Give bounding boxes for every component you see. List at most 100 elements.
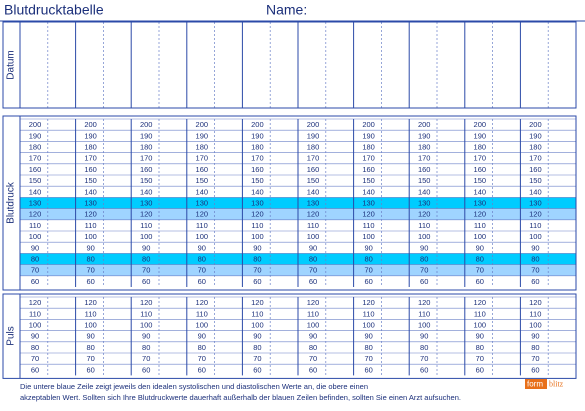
cell-value: 70: [420, 266, 428, 275]
cell-value: 160: [251, 165, 264, 174]
cell-value: 160: [529, 165, 542, 174]
cell-value: 120: [474, 298, 487, 307]
cell-value: 150: [196, 176, 209, 185]
cell-value: 140: [474, 187, 487, 196]
cell-value: 110: [251, 221, 263, 230]
cell-value: 150: [140, 176, 153, 185]
cell-value: 100: [474, 320, 487, 329]
cell-value: 130: [29, 198, 42, 207]
cell-value: 110: [140, 221, 152, 230]
cell-value: 90: [253, 332, 261, 341]
cell-value: 190: [84, 131, 97, 140]
cell-value: 140: [140, 187, 153, 196]
cell-value: 120: [251, 210, 264, 219]
cell-value: 180: [418, 142, 431, 151]
cell-value: 160: [418, 165, 431, 174]
cell-value: 80: [309, 254, 317, 263]
cell-value: 90: [476, 243, 484, 252]
cell-value: 100: [140, 320, 153, 329]
cell-value: 80: [142, 254, 150, 263]
cell-value: 80: [364, 343, 372, 352]
cell-value: 90: [86, 243, 94, 252]
cell-value: 110: [85, 309, 97, 318]
cell-value: 100: [140, 232, 153, 241]
footer-text: Die untere blaue Zeile zeigt jeweils den…: [20, 382, 368, 391]
cell-value: 70: [364, 266, 372, 275]
cell-value: 130: [251, 198, 264, 207]
cell-value: 180: [84, 142, 97, 151]
cell-value: 120: [307, 298, 320, 307]
cell-value: 120: [140, 210, 153, 219]
cell-value: 100: [362, 320, 375, 329]
cell-value: 100: [529, 232, 542, 241]
cell-value: 190: [251, 131, 264, 140]
cell-value: 150: [307, 176, 320, 185]
cell-value: 170: [474, 154, 487, 163]
cell-value: 90: [531, 332, 539, 341]
cell-value: 60: [253, 365, 261, 374]
cell-value: 70: [309, 266, 317, 275]
cell-value: 110: [307, 221, 319, 230]
name-label: Name:: [266, 2, 307, 18]
cell-value: 120: [84, 298, 97, 307]
cell-value: 90: [364, 243, 372, 252]
cell-value: 120: [529, 298, 542, 307]
cell-value: 110: [474, 221, 486, 230]
cell-value: 70: [476, 266, 484, 275]
cell-value: 100: [84, 320, 97, 329]
cell-value: 150: [418, 176, 431, 185]
cell-value: 130: [140, 198, 153, 207]
cell-value: 140: [529, 187, 542, 196]
cell-value: 70: [31, 266, 39, 275]
cell-value: 170: [251, 154, 264, 163]
cell-value: 120: [140, 298, 153, 307]
cell-value: 170: [29, 154, 42, 163]
cell-value: 110: [251, 309, 263, 318]
section-label: Datum: [6, 50, 17, 79]
cell-value: 90: [142, 243, 150, 252]
cell-value: 200: [140, 120, 153, 129]
section-label: Blutdruck: [6, 181, 17, 224]
cell-value: 110: [529, 221, 541, 230]
cell-value: 90: [198, 243, 206, 252]
cell-value: 80: [86, 343, 94, 352]
cell-value: 160: [307, 165, 320, 174]
cell-value: 60: [86, 277, 94, 286]
cell-value: 70: [31, 354, 39, 363]
cell-value: 190: [529, 131, 542, 140]
cell-value: 70: [253, 354, 261, 363]
cell-value: 130: [362, 198, 375, 207]
cell-value: 70: [309, 354, 317, 363]
cell-value: 200: [307, 120, 320, 129]
footer-text: akzeptablen Wert. Sollten sich Ihre Blut…: [20, 393, 461, 402]
cell-value: 70: [476, 354, 484, 363]
cell-value: 130: [474, 198, 487, 207]
title: Blutdrucktabelle: [4, 2, 104, 18]
cell-value: 180: [474, 142, 487, 151]
cell-value: 60: [31, 365, 39, 374]
cell-value: 100: [418, 232, 431, 241]
cell-value: 110: [140, 309, 152, 318]
cell-value: 150: [474, 176, 487, 185]
cell-value: 80: [531, 343, 539, 352]
cell-value: 70: [531, 354, 539, 363]
cell-value: 90: [198, 332, 206, 341]
cell-value: 100: [474, 232, 487, 241]
cell-value: 100: [251, 232, 264, 241]
cell-value: 110: [529, 309, 541, 318]
cell-value: 80: [86, 254, 94, 263]
cell-value: 70: [531, 266, 539, 275]
cell-value: 170: [140, 154, 153, 163]
cell-value: 150: [362, 176, 375, 185]
cell-value: 110: [196, 309, 208, 318]
cell-value: 90: [476, 332, 484, 341]
cell-value: 90: [309, 332, 317, 341]
cell-value: 130: [529, 198, 542, 207]
cell-value: 130: [84, 198, 97, 207]
cell-value: 80: [476, 343, 484, 352]
cell-value: 60: [476, 365, 484, 374]
cell-value: 190: [196, 131, 209, 140]
cell-value: 80: [253, 254, 261, 263]
cell-value: 60: [198, 365, 206, 374]
cell-value: 100: [196, 232, 209, 241]
